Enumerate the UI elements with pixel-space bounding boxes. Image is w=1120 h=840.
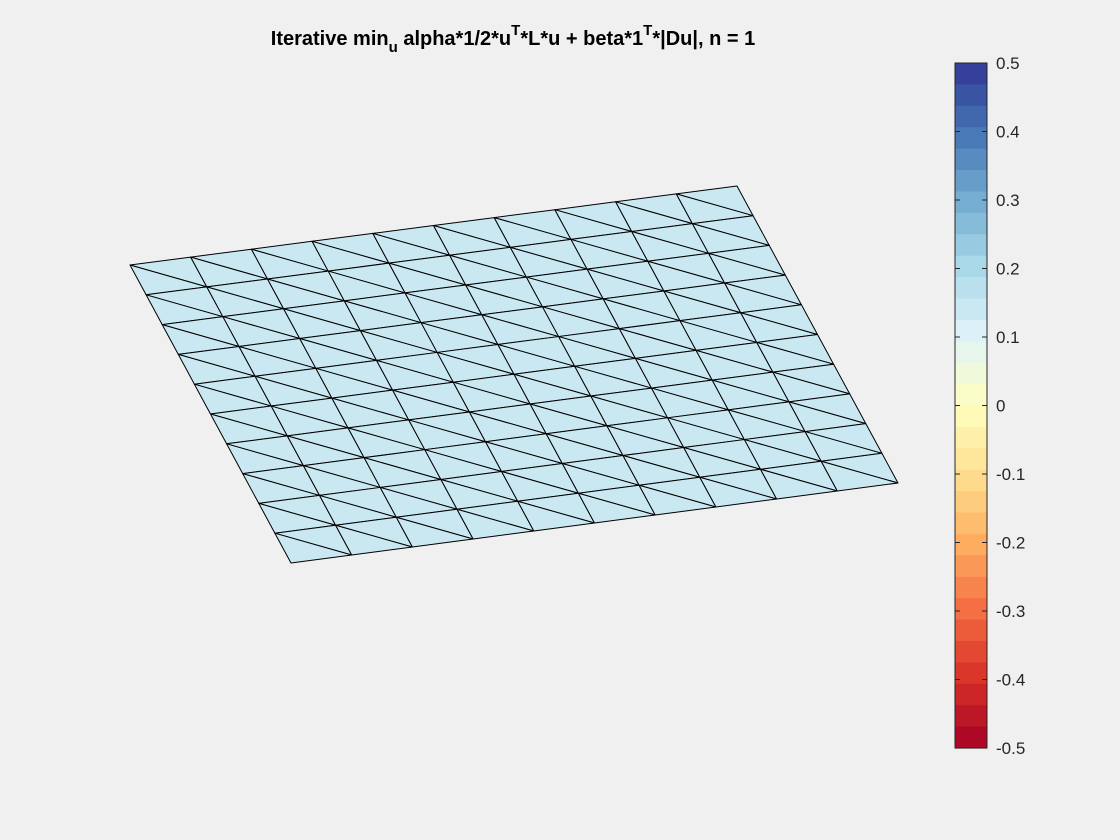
chart-title-part: T bbox=[511, 22, 520, 39]
chart-title-part: *|Du|, n = 1 bbox=[652, 28, 755, 50]
colorbar-segment bbox=[955, 640, 987, 663]
mesh-triangle bbox=[577, 492, 656, 524]
colorbar-tick-label: -0.4 bbox=[996, 671, 1025, 690]
colorbar-segment bbox=[955, 298, 987, 321]
colorbar-tick-label: 0.5 bbox=[996, 54, 1020, 73]
mesh-triangle bbox=[456, 508, 535, 540]
colorbar-segment bbox=[955, 170, 987, 193]
colorbar-segment bbox=[955, 319, 987, 342]
colorbar-segment bbox=[955, 448, 987, 471]
colorbar-segment bbox=[955, 277, 987, 300]
colorbar-tick-label: -0.5 bbox=[996, 739, 1025, 758]
colorbar-segment bbox=[955, 619, 987, 642]
colorbar-segment bbox=[955, 148, 987, 171]
colorbar-segment bbox=[955, 683, 987, 706]
mesh-triangle bbox=[517, 500, 595, 532]
colorbar-segment bbox=[955, 341, 987, 364]
colorbar-segment bbox=[955, 234, 987, 257]
mesh-triangle bbox=[638, 484, 717, 516]
colorbar-segment bbox=[955, 662, 987, 685]
colorbar-segment bbox=[955, 555, 987, 578]
mesh-triangle bbox=[699, 476, 778, 508]
colorbar-tick-label: -0.3 bbox=[996, 602, 1025, 621]
chart-title-part: alpha*1/2*u bbox=[398, 28, 511, 50]
colorbar-segment bbox=[955, 469, 987, 492]
colorbar-segment bbox=[955, 63, 987, 86]
chart-title-part: Iterative min bbox=[271, 28, 389, 50]
colorbar-segment bbox=[955, 384, 987, 407]
colorbar-segment bbox=[955, 705, 987, 728]
colorbar-segment bbox=[955, 726, 987, 749]
colorbar-tick-label: 0.1 bbox=[996, 328, 1020, 347]
colorbar-segment bbox=[955, 491, 987, 514]
colorbar-segment bbox=[955, 105, 987, 128]
mesh-triangle bbox=[760, 468, 838, 500]
colorbar-segment bbox=[955, 576, 987, 599]
colorbar-segment bbox=[955, 127, 987, 150]
colorbar-segment bbox=[955, 405, 987, 428]
colorbar-tick-label: 0 bbox=[996, 397, 1005, 416]
colorbar: 0.5 0.4 0.3 0.2 0.1 0 -0.1 -0.2 -0.3 -0.4 -0.5 bbox=[954, 54, 1025, 758]
colorbar-tick-label: 0.4 bbox=[996, 123, 1020, 142]
chart-title-part: u bbox=[389, 39, 398, 56]
colorbar-segment bbox=[955, 191, 987, 214]
colorbar-tick-label: -0.2 bbox=[996, 534, 1025, 553]
colorbar-tick-label: -0.1 bbox=[996, 465, 1025, 484]
colorbar-segment bbox=[955, 84, 987, 107]
colorbar-segment bbox=[955, 212, 987, 235]
chart-title-part: T bbox=[643, 22, 652, 39]
chart-title: Iterative minu alpha*1/2*uT*L*u + beta*1… bbox=[271, 22, 755, 56]
colorbar-tick-label: 0.3 bbox=[996, 191, 1020, 210]
colorbar-segment bbox=[955, 255, 987, 278]
mesh-triangle bbox=[274, 532, 353, 564]
colorbar-segment bbox=[955, 533, 987, 556]
colorbar-segment bbox=[955, 362, 987, 385]
mesh-triangle bbox=[820, 460, 899, 492]
colorbar-segment bbox=[955, 426, 987, 449]
mesh-triangle bbox=[335, 524, 413, 556]
colorbar-segment bbox=[955, 512, 987, 535]
surface-mesh bbox=[129, 185, 899, 564]
chart-title-part: *L*u + beta*1 bbox=[520, 28, 643, 50]
colorbar-tick-label: 0.2 bbox=[996, 260, 1020, 279]
mesh-triangle bbox=[395, 516, 474, 548]
colorbar-segment bbox=[955, 598, 987, 621]
